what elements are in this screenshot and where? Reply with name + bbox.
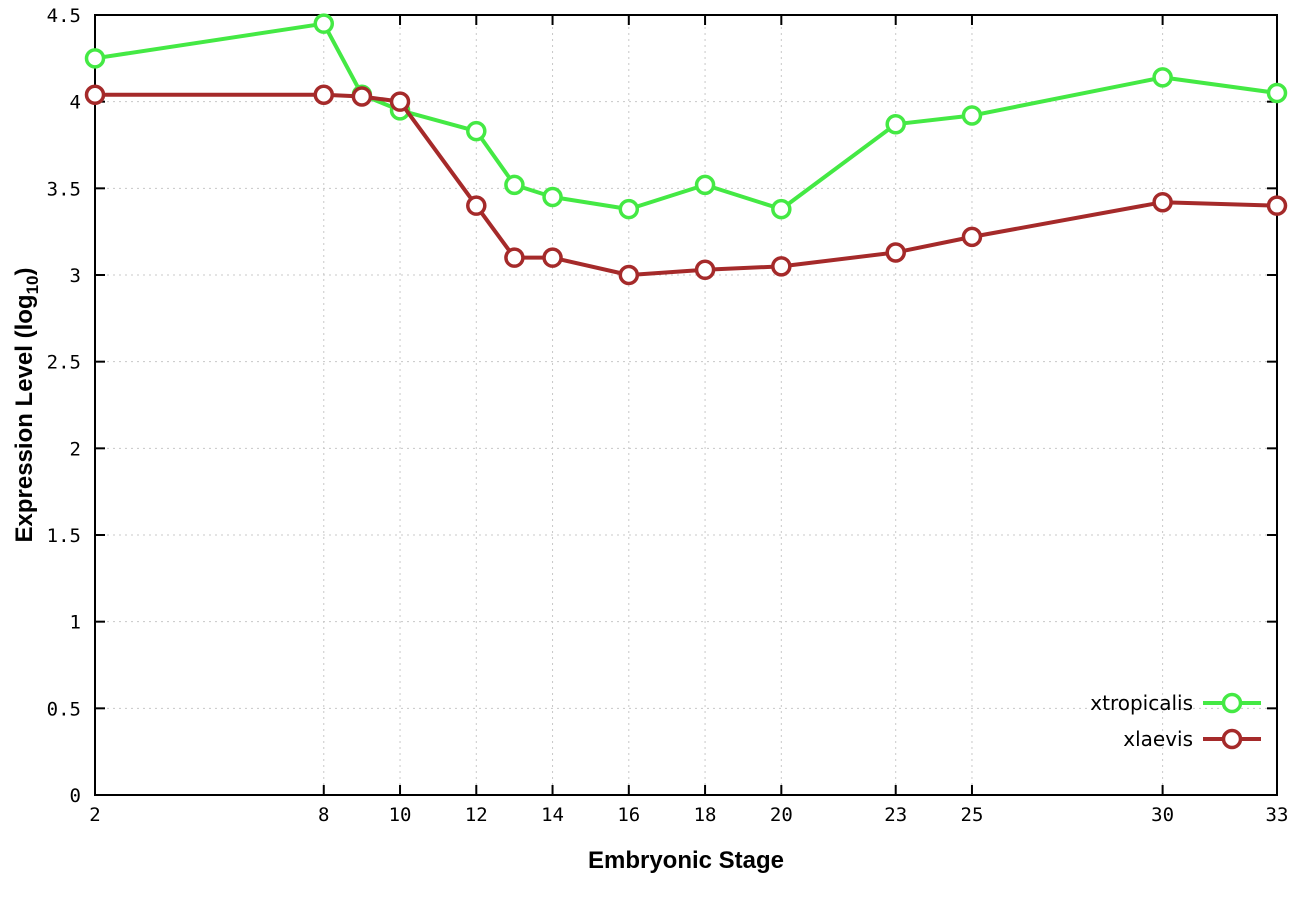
y-tick-label: 4 <box>70 92 81 114</box>
x-tick-label: 10 <box>389 804 412 826</box>
data-point-xlaevis <box>542 247 563 268</box>
y-tick-label: 2 <box>70 438 81 460</box>
data-point-xlaevis <box>389 91 411 112</box>
y-axis-title: Expression Level (log10) <box>11 268 42 543</box>
data-point-xtropicalis <box>1152 67 1173 88</box>
data-point-xlaevis <box>771 256 792 277</box>
data-point-xtropicalis <box>1266 82 1288 104</box>
data-point-xlaevis <box>1152 191 1173 213</box>
x-tick-labels: 2 8 10 12 14 16 18 20 23 25 30 33 <box>89 804 1288 826</box>
legend-marker <box>1221 728 1243 750</box>
x-tick-label: 30 <box>1151 804 1174 826</box>
plot-border <box>94 14 1278 796</box>
data-point-xlaevis <box>885 242 906 263</box>
x-tick-label: 20 <box>770 804 793 826</box>
data-point-xlaevis <box>504 247 525 268</box>
data-point-xlaevis <box>351 86 373 107</box>
x-tick-label: 8 <box>318 804 329 826</box>
data-point-xtropicalis <box>618 198 640 220</box>
data-point-xtropicalis <box>694 174 716 196</box>
data-point-xlaevis <box>84 84 106 105</box>
x-tick-label: 25 <box>961 804 984 826</box>
x-tick-label: 2 <box>89 804 100 826</box>
legend-entry-xtropicalis: xtropicalis <box>1090 691 1261 715</box>
data-point-xlaevis <box>466 195 487 216</box>
x-tick-label: 23 <box>884 804 907 826</box>
y-tick-label: 2.5 <box>47 352 81 374</box>
data-point-xlaevis <box>694 259 716 281</box>
data-point-xtropicalis <box>542 186 563 208</box>
y-tick-label: 0.5 <box>47 698 81 720</box>
x-tick-label: 33 <box>1266 804 1289 826</box>
data-point-xtropicalis <box>961 105 983 126</box>
y-tick-label: 3 <box>70 265 81 287</box>
y-tick-label: 3.5 <box>47 178 81 200</box>
legend-label: xlaevis <box>1123 727 1193 751</box>
x-tick-label: 16 <box>617 804 640 826</box>
y-tick-label: 1.5 <box>47 525 81 547</box>
y-tick-label: 4.5 <box>47 5 81 27</box>
data-point-xlaevis <box>1266 195 1288 216</box>
data-point-xtropicalis <box>504 174 525 196</box>
legend: xtropicalis xlaevis <box>1090 691 1261 751</box>
legend-entry-xlaevis: xlaevis <box>1123 727 1261 751</box>
data-point-xtropicalis <box>313 13 335 34</box>
legend-marker <box>1221 692 1243 714</box>
data-point-xtropicalis <box>771 198 792 220</box>
legend-label: xtropicalis <box>1090 691 1193 715</box>
x-tick-label: 12 <box>465 804 488 826</box>
y-tick-labels: 0 0.5 1 1.5 2 2.5 3 3.5 4 4.5 <box>47 5 81 807</box>
x-tick-label: 14 <box>541 804 564 826</box>
y-tick-label: 1 <box>70 612 81 634</box>
y-tick-label: 0 <box>70 785 81 807</box>
data-point-xtropicalis <box>885 113 906 135</box>
series-xlaevis <box>84 84 1288 286</box>
axis-tick-marks <box>94 14 1278 796</box>
data-point-xtropicalis <box>466 120 487 142</box>
x-tick-label: 18 <box>694 804 717 826</box>
data-point-xlaevis <box>618 264 640 286</box>
data-point-xtropicalis <box>84 48 106 69</box>
data-point-xlaevis <box>313 84 335 105</box>
x-axis-title: Embryonic Stage <box>588 847 784 874</box>
data-point-xlaevis <box>961 226 983 248</box>
